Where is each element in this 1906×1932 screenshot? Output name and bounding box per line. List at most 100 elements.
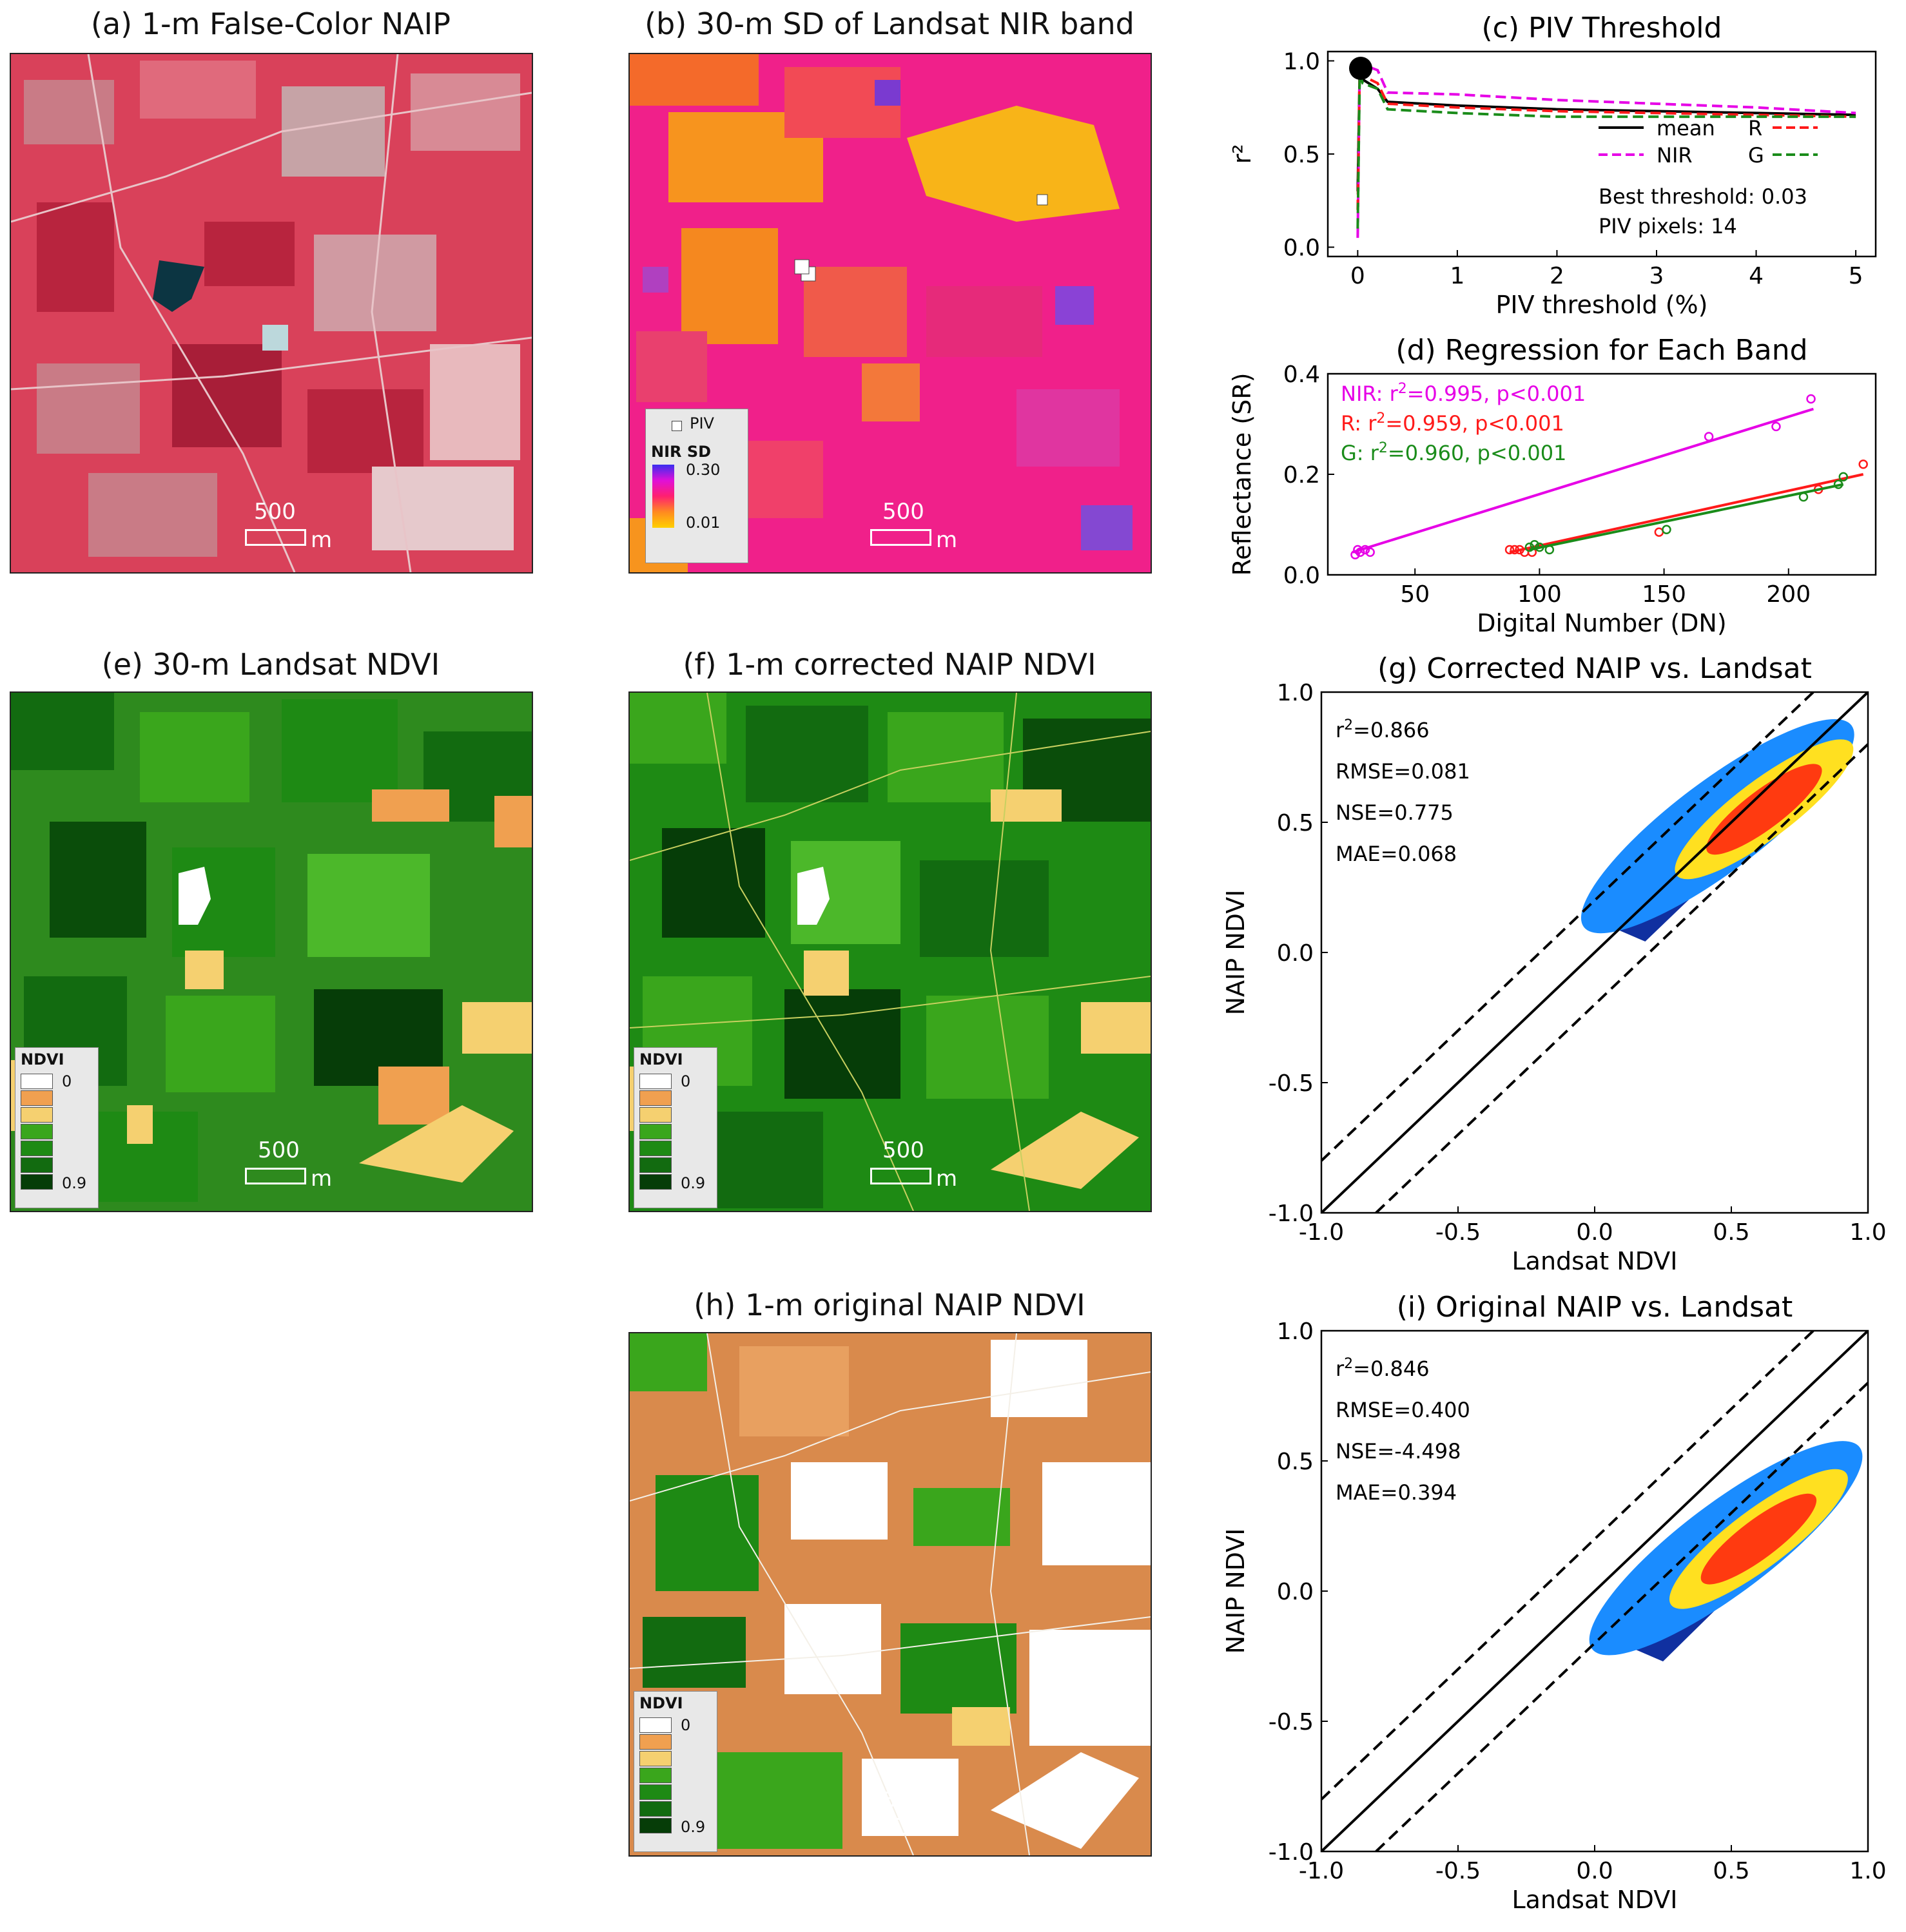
ndvi-legend: NDVI 0 0.9 <box>15 1047 99 1208</box>
regression-label-g: G: r2=0.960, p<0.001 <box>1341 440 1566 465</box>
ndvi-legend-max: 0.9 <box>681 1818 706 1836</box>
piv-legend-label: PIV <box>690 414 714 432</box>
data-point-r <box>1510 545 1520 555</box>
data-point-r <box>1504 545 1515 555</box>
piv-marker <box>1036 194 1048 206</box>
ndvi-patches <box>630 693 1151 1208</box>
x-tick-label: 50 <box>1400 581 1430 608</box>
scale-bar-value: 500 <box>254 499 296 525</box>
data-point-g <box>1524 542 1535 552</box>
x-tick-label: -0.5 <box>1435 1858 1481 1884</box>
regression-line-nir <box>1352 407 1814 554</box>
ndvi-legend-title: NDVI <box>21 1050 64 1068</box>
data-point-nir <box>1360 545 1370 555</box>
nir-sd-legend-title: NIR SD <box>651 443 712 461</box>
nir-sd-colorbar <box>652 465 674 528</box>
original-naip-ndvi-map: NDVI 0 0.9 500 m <box>628 1332 1152 1857</box>
original-vs-landsat-chart: -1.0 -0.5 0.0 0.5 1.0 -1.0 -0.5 0.0 0.5 1.0 (i) Or… <box>1221 1291 1887 1914</box>
landsat-ndvi-map: NDVI 0 0.9 500 m <box>10 691 533 1212</box>
ndvi-swatch-4 <box>639 1124 672 1139</box>
data-point-nir <box>1355 547 1365 557</box>
x-tick-label: 1.0 <box>1849 1219 1886 1246</box>
ndvi-legend-max: 0.9 <box>62 1174 87 1192</box>
lower-bound-line <box>1375 1382 1868 1851</box>
regression-label-nir: NIR: r2=0.995, p<0.001 <box>1341 381 1586 406</box>
ndvi-swatch-3 <box>639 1107 672 1123</box>
y-tick-label: 0.0 <box>1277 940 1314 967</box>
x-tick-label: -0.5 <box>1435 1219 1481 1246</box>
regression-line-r <box>1509 473 1864 554</box>
data-point-nir <box>1806 394 1816 404</box>
density-core <box>1706 764 1822 855</box>
legend-label-mean: mean <box>1657 116 1715 140</box>
x-tick-label: 1 <box>1450 263 1464 289</box>
legend-label-nir: NIR <box>1657 143 1693 168</box>
x-axis-label: Digital Number (DN) <box>1477 609 1726 637</box>
ndvi-swatch-5 <box>21 1141 53 1156</box>
data-point-nir <box>1771 421 1781 432</box>
one-to-one-line <box>1321 692 1868 1213</box>
ndvi-swatch-3 <box>21 1107 53 1123</box>
y-tick-label: 0.5 <box>1277 1449 1314 1475</box>
x-tick-label: 0 <box>1350 263 1365 289</box>
x-tick-label: 0.5 <box>1713 1219 1749 1246</box>
data-point-g <box>1838 472 1849 482</box>
data-point-nir <box>1350 550 1360 560</box>
ndvi-legend-min: 0 <box>681 1716 691 1734</box>
one-to-one-line <box>1321 1331 1868 1851</box>
data-point-nir <box>1365 547 1375 557</box>
regression-label-r: R: r2=0.959, p<0.001 <box>1341 411 1564 436</box>
y-axis-label: NAIP NDVI <box>1221 890 1250 1016</box>
scale-bar-unit: m <box>936 1816 958 1842</box>
ndvi-swatch-2 <box>639 1734 672 1750</box>
scale-bar <box>870 529 931 546</box>
ndvi-swatch-6 <box>639 1157 672 1173</box>
piv-threshold-chart: 0 1 2 3 4 5 0.0 0.5 1.0 (c) PIV Threshold PIV thre… <box>1228 12 1877 319</box>
data-point-r <box>1858 459 1868 469</box>
roads <box>11 54 532 572</box>
scale-bar-unit: m <box>311 527 333 553</box>
ndvi-swatch-7 <box>639 1818 672 1833</box>
data-point-g <box>1544 545 1555 555</box>
stat-mae: MAE=0.068 <box>1336 842 1457 866</box>
panel-e-title: (e) 30-m Landsat NDVI <box>101 647 440 682</box>
nir-sd-image <box>630 54 1151 572</box>
data-point-r <box>1515 545 1524 555</box>
stat-rmse: RMSE=0.400 <box>1336 1398 1470 1422</box>
chart-title: (g) Corrected NAIP vs. Landsat <box>1377 652 1812 685</box>
nir-sd-legend: PIV NIR SD 0.30 0.01 <box>645 409 748 563</box>
ndvi-patches <box>11 693 532 1202</box>
series-line-nir <box>1356 63 1856 238</box>
ndvi-swatch-4 <box>21 1124 53 1139</box>
series-line-mean <box>1356 64 1856 191</box>
y-tick-label: -1.0 <box>1269 1839 1314 1866</box>
x-tick-label: 0.0 <box>1576 1219 1613 1246</box>
y-tick-label: 0.5 <box>1277 810 1314 836</box>
band-regression-chart: 50 100 150 200 0.0 0.2 0.4 (d) Regression for E… <box>1228 334 1877 637</box>
panel-f-title: (f) 1-m corrected NAIP NDVI <box>683 647 1096 682</box>
piv-marker <box>794 259 810 275</box>
scale-bar-value: 500 <box>882 499 924 525</box>
plot-area <box>1321 692 1868 1213</box>
stat-r2: r2=0.866 <box>1336 717 1430 742</box>
legend-label-g: G <box>1748 143 1764 168</box>
naip-false-color-image <box>11 54 532 572</box>
scale-bar <box>245 529 306 546</box>
scale-bar-unit: m <box>936 1166 958 1192</box>
density-core <box>1700 1493 1817 1585</box>
y-tick-label: 1.0 <box>1283 48 1320 75</box>
ndvi-swatch-2 <box>21 1090 53 1106</box>
panel-b-title: (b) 30-m SD of Landsat NIR band <box>645 6 1134 41</box>
lower-bound-line <box>1375 743 1868 1213</box>
x-tick-label: 200 <box>1766 581 1811 608</box>
y-axis-label: NAIP NDVI <box>1221 1529 1250 1654</box>
x-tick-label: -1.0 <box>1299 1858 1344 1884</box>
ndvi-swatch-3 <box>639 1751 672 1766</box>
x-tick-label: 4 <box>1749 263 1764 289</box>
x-tick-label: 5 <box>1849 263 1863 289</box>
regression-line-g <box>1529 483 1844 551</box>
x-tick-label: 0.0 <box>1576 1858 1613 1884</box>
y-tick-label: -0.5 <box>1269 1070 1314 1097</box>
x-tick-label: -1.0 <box>1299 1219 1344 1246</box>
annotation-best-threshold: Best threshold: 0.03 <box>1599 184 1807 209</box>
